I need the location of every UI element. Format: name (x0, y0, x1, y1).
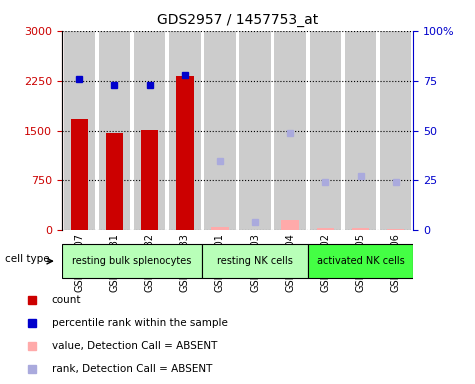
Text: cell type: cell type (5, 254, 49, 264)
Bar (202, 244, 308, 278)
Bar (387, 229, 404, 230)
Bar (62, 244, 202, 278)
Bar (310, 31, 341, 230)
Text: percentile rank within the sample: percentile rank within the sample (52, 318, 228, 328)
Bar (134, 31, 165, 230)
Bar (211, 227, 228, 230)
Bar (169, 31, 200, 230)
Bar (176, 76, 194, 230)
Bar (204, 31, 236, 230)
Bar (380, 31, 411, 230)
Bar (71, 119, 88, 230)
Title: GDS2957 / 1457753_at: GDS2957 / 1457753_at (157, 13, 318, 27)
Bar (64, 31, 95, 230)
Text: resting bulk splenocytes: resting bulk splenocytes (72, 256, 192, 266)
Text: value, Detection Call = ABSENT: value, Detection Call = ABSENT (52, 341, 217, 351)
Bar (239, 31, 271, 230)
Bar (316, 228, 334, 230)
Bar (345, 31, 376, 230)
Bar (352, 228, 369, 230)
Text: resting NK cells: resting NK cells (217, 256, 293, 266)
Text: count: count (52, 295, 81, 305)
Bar (141, 130, 158, 230)
Text: rank, Detection Call = ABSENT: rank, Detection Call = ABSENT (52, 364, 212, 374)
Bar (281, 220, 299, 230)
Text: activated NK cells: activated NK cells (317, 256, 404, 266)
Bar (105, 133, 124, 230)
Bar (275, 31, 306, 230)
Bar (99, 31, 130, 230)
Bar (308, 244, 413, 278)
